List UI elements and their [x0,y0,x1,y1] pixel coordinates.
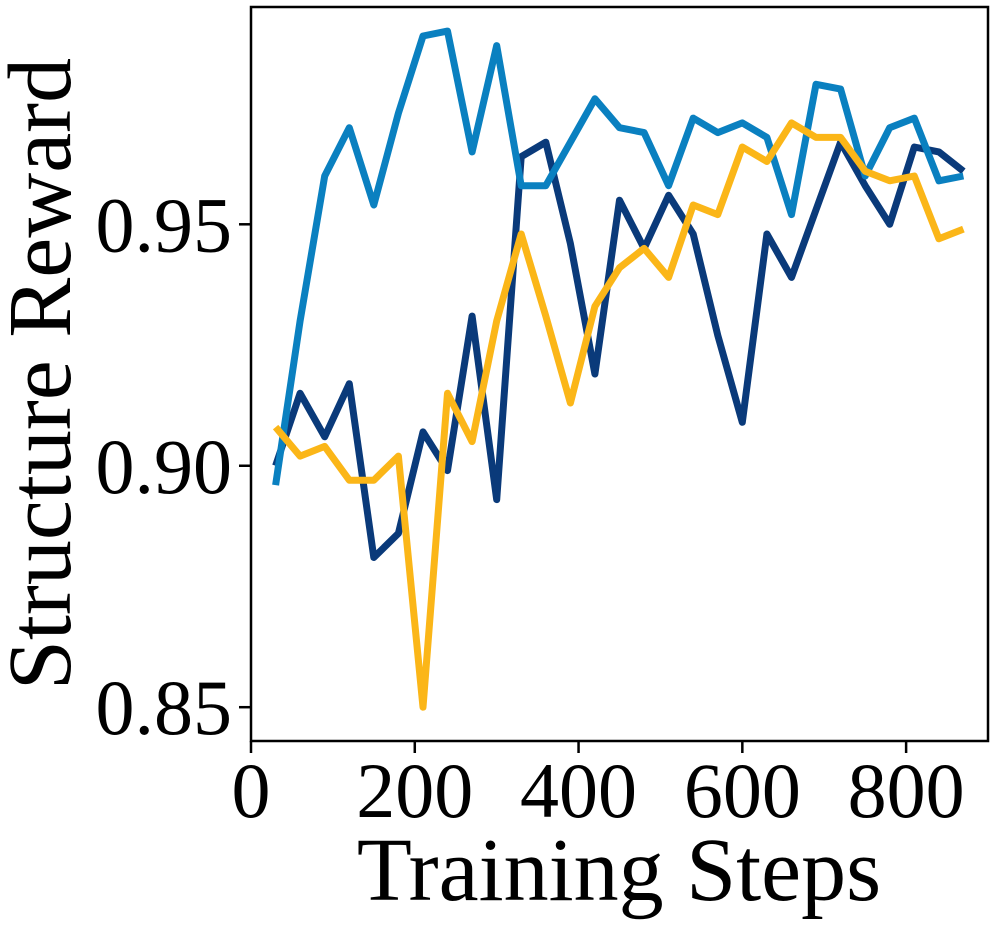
x-tick-label: 800 [848,747,965,834]
y-tick-label: 0.90 [96,423,233,510]
x-tick-label: 600 [684,747,801,834]
plot-frame [249,5,990,743]
x-tick-label: 200 [356,747,473,834]
y-tick-label: 0.95 [96,181,233,268]
series-line-3 [272,119,965,711]
y-tick-label: 0.85 [96,664,233,751]
x-tick-label: 400 [520,747,637,834]
y-axis: 0.85 0.90 0.95 [96,181,251,751]
x-tick-label: 0 [232,747,271,834]
series-line-1 [272,138,966,561]
series-layer [272,27,966,711]
y-axis-label: Structure Reward [0,58,90,690]
series-line-2 [272,27,965,486]
x-axis: 0 200 400 600 800 [232,741,965,834]
x-axis-label: Training Steps [357,821,881,920]
